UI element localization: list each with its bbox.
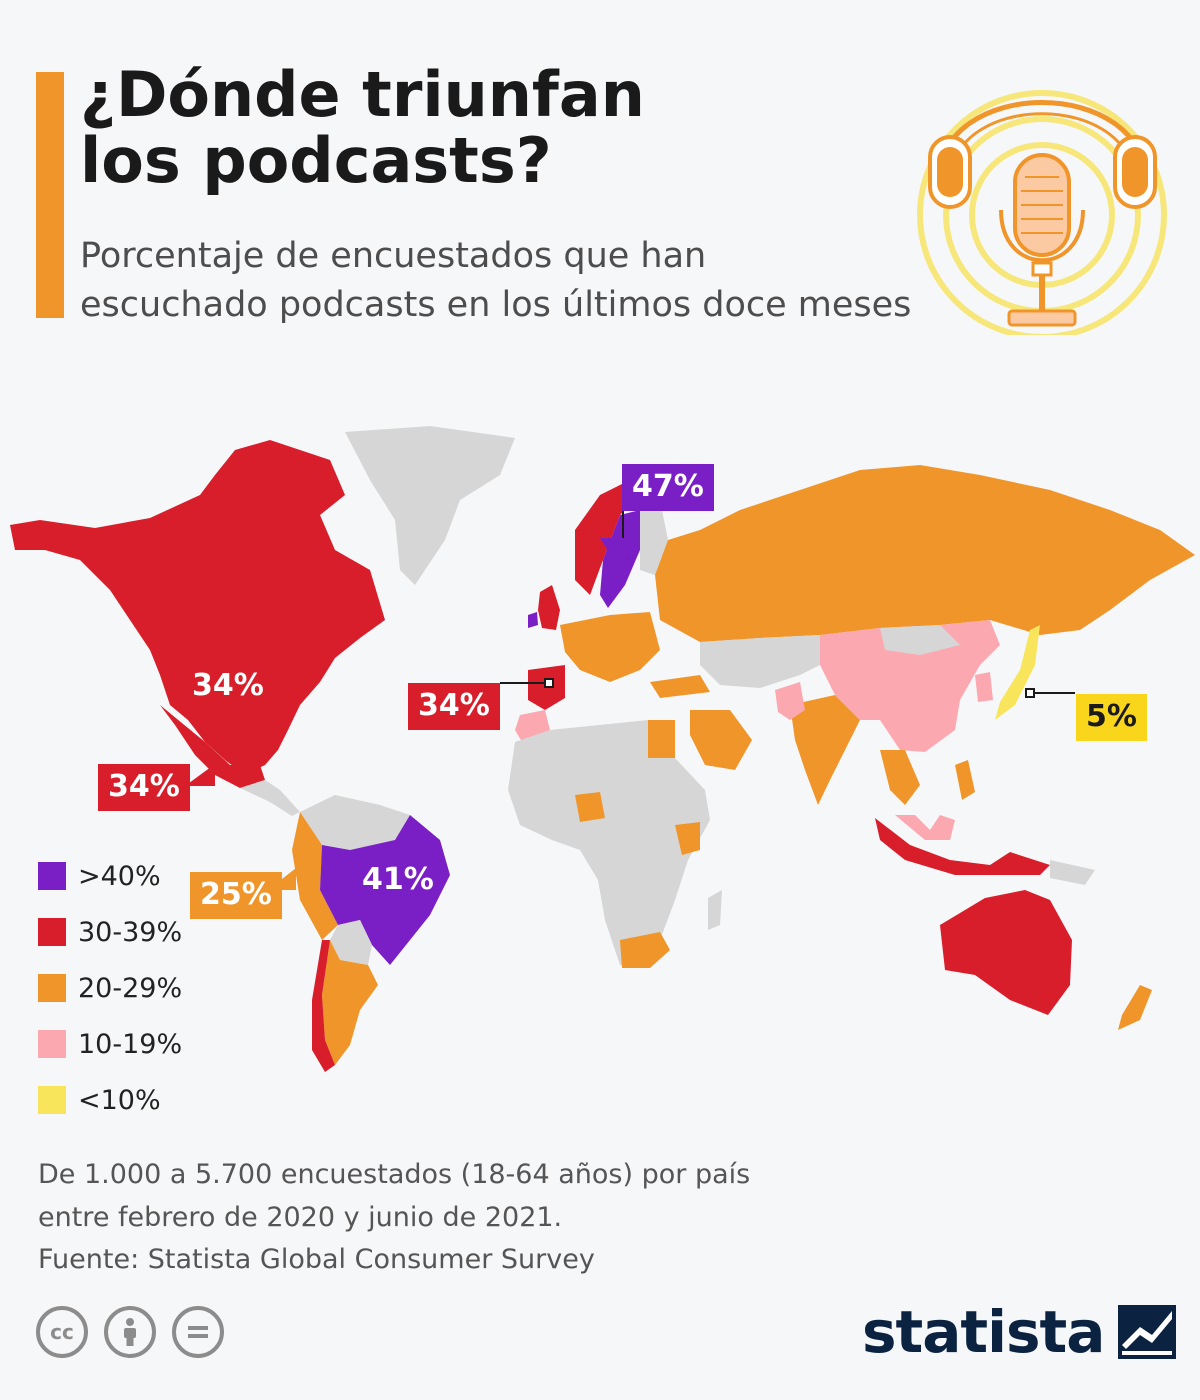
legend-label: >40% (78, 860, 161, 892)
attribution-icon[interactable] (104, 1306, 156, 1358)
world-map (10, 426, 1195, 1072)
finland (640, 500, 668, 575)
page-title: ¿Dónde triunfan los podcasts? (80, 62, 840, 193)
legend-item-30-39: 30-39% (38, 904, 182, 960)
peru-colombia (292, 812, 338, 940)
chile (312, 940, 335, 1072)
madagascar (708, 890, 722, 930)
argentina (322, 940, 378, 1065)
legend-swatch (38, 974, 66, 1002)
legend-label: 10-19% (78, 1028, 183, 1060)
title-line-2: los podcasts? (80, 123, 552, 197)
japan-marker (1025, 688, 1035, 698)
legend-item-under-10: <10% (38, 1072, 182, 1128)
south-africa (620, 932, 670, 968)
legend-item-20-29: 20-29% (38, 960, 182, 1016)
statista-logo-icon (1118, 1305, 1177, 1359)
license-icons: cc (36, 1306, 240, 1358)
person-icon (124, 1318, 136, 1346)
indonesia (875, 818, 1050, 875)
note-line-2: entre febrero de 2020 y junio de 2021. (38, 1201, 563, 1233)
brand-wordmark: statista (862, 1298, 1105, 1366)
mexico-callout: 34% (98, 764, 190, 811)
title-line-1: ¿Dónde triunfan (80, 58, 645, 131)
australia (940, 890, 1072, 1015)
sweden-callout: 47% (622, 464, 714, 511)
statista-brand[interactable]: statista (862, 1298, 1177, 1366)
greenland (345, 426, 515, 585)
bolivia-paraguay (330, 920, 372, 965)
subtitle-line-2: escuchado podcasts en los últimos doce m… (80, 285, 912, 325)
map-legend: >40% 30-39% 20-29% 10-19% <10% (38, 848, 182, 1128)
philippines (955, 760, 975, 800)
north-america (10, 440, 385, 775)
legend-item-over-40: >40% (38, 848, 182, 904)
mongolia (880, 625, 960, 655)
spain-callout: 34% (408, 683, 500, 730)
sweden-callout-tail (600, 538, 640, 570)
legend-label: 20-29% (78, 972, 183, 1004)
legend-item-10-19: 10-19% (38, 1016, 182, 1072)
norway (575, 475, 655, 595)
malaysia (895, 815, 955, 840)
turkey (650, 675, 710, 698)
legend-label: 30-39% (78, 916, 183, 948)
mexico-callout-tail (185, 764, 215, 786)
legend-swatch (38, 1086, 66, 1114)
india (790, 695, 860, 805)
africa (508, 720, 710, 965)
japan (995, 625, 1040, 720)
mexico (160, 705, 265, 788)
brazil (320, 815, 450, 965)
korea (975, 672, 993, 702)
morocco (515, 710, 550, 742)
central-america (240, 780, 300, 816)
saudi-arabia (690, 710, 752, 770)
ireland (528, 612, 538, 628)
legend-swatch (38, 918, 66, 946)
uk-ireland (538, 585, 560, 630)
new-zealand (1118, 985, 1152, 1030)
note-line-1: De 1.000 a 5.700 encuestados (18-64 años… (38, 1159, 751, 1190)
podcast-microphone-illustration (917, 90, 1167, 335)
creative-commons-icon[interactable]: cc (36, 1306, 88, 1358)
russia (655, 465, 1195, 642)
footer-note: De 1.000 a 5.700 encuestados (18-64 años… (38, 1154, 838, 1282)
page-subtitle: Porcentaje de encuestados que han escuch… (80, 232, 980, 330)
western-europe (560, 612, 660, 682)
source-line: Fuente: Statista Global Consumer Survey (38, 1244, 595, 1276)
egypt (648, 720, 675, 758)
south-america-callout: 25% (190, 872, 282, 919)
legend-swatch (38, 862, 66, 890)
north-america-value: 34% (192, 668, 264, 703)
subtitle-line-1: Porcentaje de encuestados que han (80, 236, 707, 276)
kenya (675, 822, 700, 855)
venezuela-colombia (300, 795, 410, 850)
china (820, 620, 1000, 752)
no-derivatives-icon[interactable] (172, 1306, 224, 1358)
equals-icon (188, 1326, 208, 1338)
spain-marker (544, 678, 554, 688)
legend-swatch (38, 1030, 66, 1058)
southeast-asia (880, 750, 920, 805)
nigeria (575, 792, 605, 822)
accent-bar (36, 72, 64, 318)
japan-callout: 5% (1076, 694, 1147, 741)
central-asia (700, 635, 840, 688)
legend-label: <10% (78, 1084, 161, 1116)
pakistan (775, 682, 805, 720)
papua (1050, 860, 1095, 885)
brazil-value: 41% (362, 862, 434, 897)
